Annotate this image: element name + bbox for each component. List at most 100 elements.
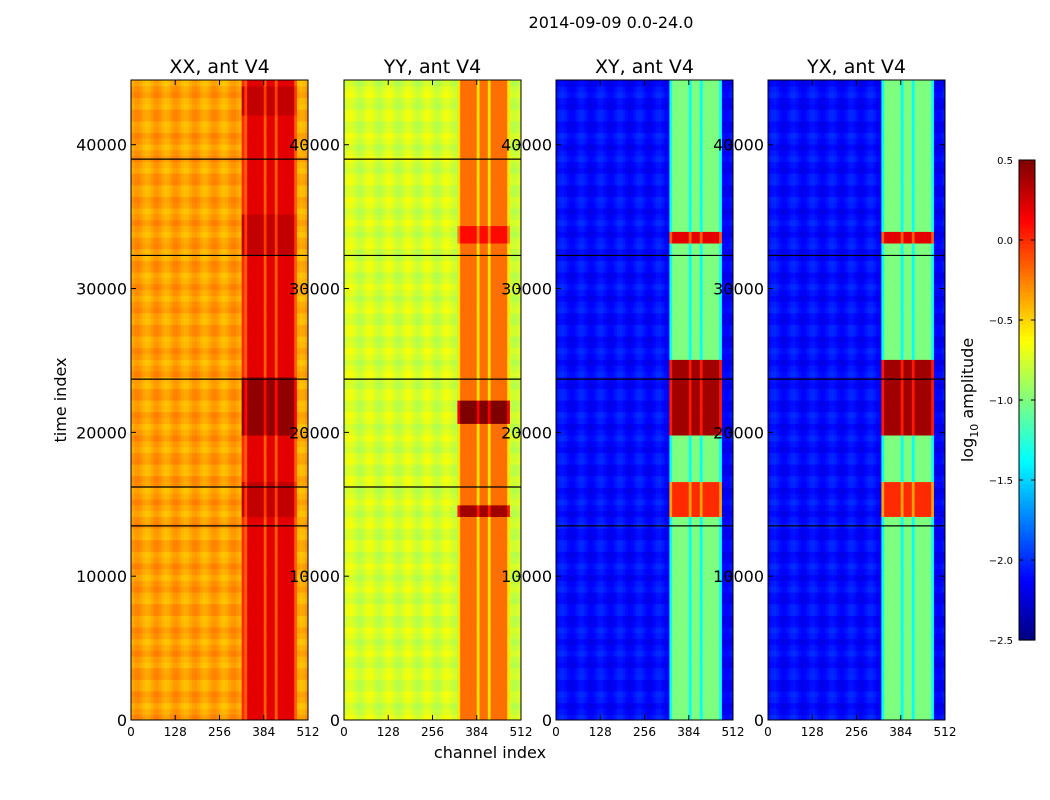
heatmap-cell xyxy=(274,592,279,599)
heatmap-cell xyxy=(216,312,221,320)
heatmap-cell xyxy=(155,347,160,355)
heatmap-cell xyxy=(155,394,160,401)
heatmap-cell xyxy=(272,266,276,273)
heatmap-cell xyxy=(285,609,290,616)
heatmap-cell xyxy=(169,429,174,436)
heatmap-cell xyxy=(166,481,171,488)
heatmap-cell xyxy=(274,411,279,419)
heatmap-cell xyxy=(294,440,298,448)
heatmap-cell xyxy=(230,702,234,709)
heatmap-cell xyxy=(274,504,279,512)
heatmap-cell xyxy=(191,667,196,675)
heatmap-cell xyxy=(230,545,234,552)
heatmap-cell xyxy=(191,673,196,680)
heatmap-cell xyxy=(305,644,308,651)
heatmap-cell xyxy=(189,388,193,395)
heatmap-cell xyxy=(139,481,143,488)
heatmap-cell xyxy=(225,382,229,389)
heatmap-cell xyxy=(302,330,306,337)
heatmap-cell xyxy=(280,458,284,465)
heatmap-cell xyxy=(285,272,290,279)
heatmap-cell xyxy=(277,580,281,587)
heatmap-cell xyxy=(216,679,221,686)
heatmap-cell xyxy=(283,272,287,279)
heatmap-cell xyxy=(166,382,171,389)
heatmap-cell xyxy=(183,400,187,407)
heatmap-cell xyxy=(252,504,257,512)
heatmap-cell xyxy=(213,580,218,587)
heatmap-cell xyxy=(296,690,301,698)
heatmap-cell xyxy=(305,504,308,512)
heatmap-cell xyxy=(263,411,268,419)
heatmap-cell xyxy=(269,493,273,500)
heatmap-cell xyxy=(244,295,248,302)
heatmap-cell xyxy=(169,667,174,675)
heatmap-cell xyxy=(272,324,276,331)
heatmap-cell xyxy=(161,382,165,389)
heatmap-cell xyxy=(169,388,174,395)
heatmap-cell xyxy=(291,446,295,453)
heatmap-cell xyxy=(166,417,171,424)
heatmap-cell xyxy=(208,487,212,494)
heatmap-cell xyxy=(266,528,270,535)
heatmap-cell xyxy=(269,615,273,622)
heatmap-cell xyxy=(158,434,163,442)
heatmap-cell xyxy=(263,446,268,453)
heatmap-cell xyxy=(255,516,259,523)
heatmap-cell xyxy=(283,510,287,517)
heatmap-cell xyxy=(244,487,248,494)
heatmap-cell xyxy=(205,475,210,483)
heatmap-cell xyxy=(175,405,179,413)
heatmap-cell xyxy=(274,551,279,558)
heatmap-cell xyxy=(213,597,218,605)
heatmap-cell xyxy=(139,434,143,442)
heatmap-cell xyxy=(244,539,248,547)
heatmap-cell xyxy=(263,667,268,675)
heatmap-cell xyxy=(249,673,254,680)
heatmap-cell xyxy=(302,597,306,605)
heatmap-cell xyxy=(288,632,293,640)
heatmap-cell xyxy=(172,528,176,535)
heatmap-cell xyxy=(153,481,157,488)
heatmap-cell xyxy=(161,673,165,680)
heatmap-cell xyxy=(172,574,176,581)
heatmap-cell xyxy=(169,359,174,366)
heatmap-cell xyxy=(299,452,304,459)
heatmap-cell xyxy=(252,341,257,349)
heatmap-cell xyxy=(200,603,204,611)
heatmap-cell xyxy=(225,551,229,558)
heatmap-cell xyxy=(189,690,193,698)
heatmap-cell xyxy=(213,592,218,599)
heatmap-cell xyxy=(191,487,196,494)
heatmap-cell xyxy=(155,417,160,424)
heatmap-cell xyxy=(183,673,187,680)
heatmap-cell xyxy=(169,434,174,442)
heatmap-cell xyxy=(233,417,237,424)
heatmap-cell xyxy=(183,464,187,471)
heatmap-cell xyxy=(131,423,135,430)
heatmap-cell xyxy=(288,504,293,512)
heatmap-cell xyxy=(216,306,221,314)
heatmap-cell xyxy=(186,295,190,302)
heatmap-cell xyxy=(236,266,240,273)
heatmap-cell xyxy=(161,353,165,360)
heatmap-cell xyxy=(142,440,146,448)
heatmap-cell xyxy=(258,312,262,320)
heatmap-cell xyxy=(186,632,190,640)
heatmap-cell xyxy=(266,306,270,314)
heatmap-cell xyxy=(266,603,270,611)
heatmap-cell xyxy=(227,487,232,494)
heatmap-cell xyxy=(288,487,293,494)
heatmap-cell xyxy=(260,423,265,430)
heatmap-cell xyxy=(144,376,149,384)
heatmap-cell xyxy=(213,341,218,349)
heatmap-cell xyxy=(222,388,226,395)
heatmap-cell xyxy=(274,696,279,704)
heatmap-cell xyxy=(169,696,174,704)
heatmap-cell xyxy=(147,528,151,535)
heatmap-cell xyxy=(147,533,151,541)
heatmap-cell xyxy=(249,452,254,459)
heatmap-cell xyxy=(249,597,254,605)
heatmap-cell xyxy=(302,289,306,296)
heatmap-cell xyxy=(136,661,140,669)
